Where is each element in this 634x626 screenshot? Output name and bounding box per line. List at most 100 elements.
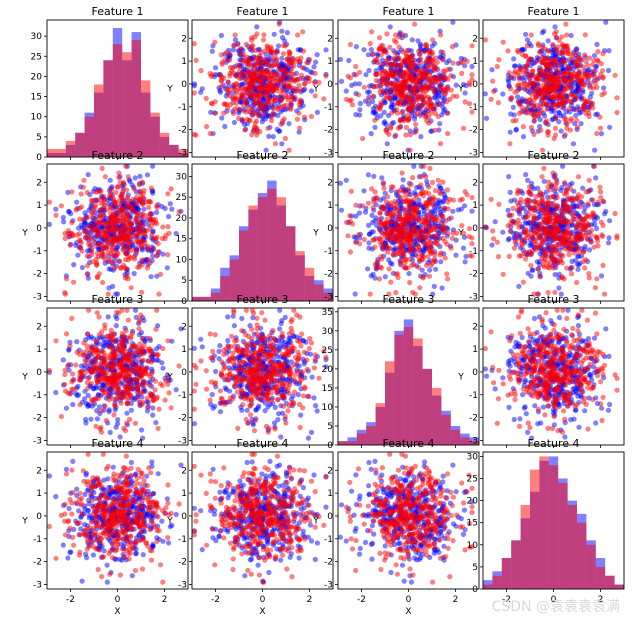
scatter-point: [407, 128, 413, 134]
scatter-point: [98, 188, 104, 194]
scatter-point: [404, 236, 410, 242]
scatter-point: [139, 262, 145, 268]
scatter-point: [564, 121, 570, 127]
scatter-point: [96, 220, 102, 226]
scatter-point: [380, 180, 386, 186]
y-tick-label: 5: [36, 133, 42, 143]
scatter-point: [212, 39, 218, 45]
scatter-point: [416, 264, 422, 270]
scatter-point: [141, 206, 147, 212]
y-tick-label: 15: [176, 235, 187, 245]
scatter-point: [286, 76, 292, 82]
scatter-point: [438, 73, 444, 80]
scatter-point: [236, 68, 242, 74]
scatter-point: [199, 86, 205, 92]
scatter-point: [425, 232, 431, 238]
scatter-point: [538, 206, 544, 212]
scatter-point: [469, 63, 475, 70]
scatter-point: [85, 248, 91, 254]
hist-bar: [286, 226, 296, 301]
scatter-point: [527, 188, 533, 194]
scatter-point: [492, 219, 498, 225]
scatter-point: [371, 173, 377, 179]
scatter-point: [73, 207, 79, 213]
scatter-point: [585, 201, 591, 207]
scatter-point: [553, 212, 560, 218]
scatter-point: [347, 213, 353, 219]
scatter-point: [580, 249, 586, 255]
scatter-point: [463, 253, 469, 259]
scatter-point: [448, 73, 454, 79]
y-tick-label: 2: [181, 34, 187, 44]
scatter-point: [414, 78, 420, 84]
scatter-point: [524, 43, 531, 49]
scatter-point: [62, 291, 69, 297]
y-tick-label: -1: [324, 103, 333, 113]
scatter-point: [154, 209, 160, 215]
scatter-point: [300, 65, 306, 71]
scatter-point: [75, 252, 81, 258]
hist-bar: [239, 230, 249, 301]
scatter-point: [600, 198, 606, 204]
scatter-point: [433, 266, 439, 272]
scatter-point: [550, 265, 556, 271]
scatter-point: [207, 130, 213, 137]
scatter-point: [416, 247, 422, 254]
scatter-point: [454, 230, 460, 236]
scatter-point: [426, 273, 433, 279]
scatter-point: [519, 104, 525, 111]
scatter-point: [593, 112, 599, 118]
scatter-point: [510, 104, 516, 110]
scatter-point: [90, 210, 96, 216]
scatter-point: [515, 94, 521, 100]
scatter-point: [462, 90, 468, 96]
scatter-point: [577, 222, 583, 228]
scatter-point: [598, 131, 605, 137]
scatter-point: [605, 67, 612, 74]
scatter-point: [449, 235, 455, 241]
scatter-point: [440, 57, 446, 63]
scatter-point: [556, 285, 562, 291]
scatter-point: [268, 46, 274, 52]
scatter-point: [392, 50, 398, 56]
hist-bar: [65, 140, 76, 157]
scatter-point: [301, 114, 307, 120]
scatter-point: [372, 109, 378, 115]
scatter-point: [407, 98, 413, 104]
scatter-point: [235, 106, 241, 112]
scatter-point: [265, 91, 271, 97]
hist-bar: [304, 267, 315, 301]
scatter-point: [564, 228, 570, 234]
scatter-point: [570, 141, 577, 147]
y-tick-label: 20: [31, 72, 43, 82]
scatter-point: [98, 206, 104, 212]
scatter-point: [406, 204, 412, 210]
scatter-point: [389, 102, 395, 108]
scatter-point: [579, 253, 585, 259]
scatter-point: [119, 224, 125, 230]
scatter-point: [166, 213, 172, 220]
scatter-point: [356, 210, 362, 216]
scatter-point: [279, 104, 285, 110]
y-tick-label: 0: [181, 297, 187, 307]
scatter-point: [168, 186, 174, 192]
scatter-point: [416, 68, 422, 74]
scatter-point: [218, 32, 224, 39]
scatter-point: [131, 270, 137, 277]
scatter-point: [389, 62, 396, 68]
scatter-point: [427, 267, 433, 273]
scatter-point: [254, 60, 260, 66]
scatter-point: [278, 121, 284, 127]
scatter-point: [71, 279, 77, 285]
scatter-point: [569, 240, 575, 246]
scatter-point: [432, 110, 438, 117]
y-axis-label: Y: [312, 229, 319, 239]
scatter-point: [275, 105, 281, 111]
scatter-point: [588, 101, 594, 107]
scatter-point: [106, 239, 112, 245]
scatter-point: [525, 177, 531, 183]
scatter-point: [112, 265, 118, 271]
scatter-point: [437, 206, 443, 212]
